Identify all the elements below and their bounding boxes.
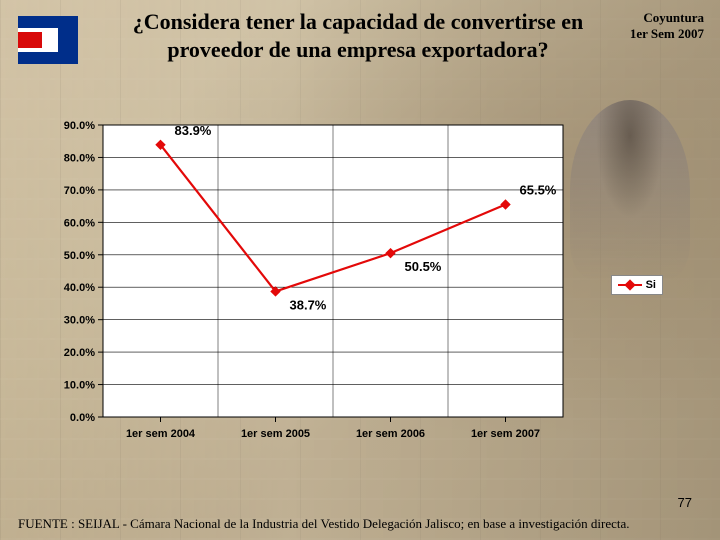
page-subtitle: Coyuntura 1er Sem 2007 bbox=[604, 10, 704, 41]
svg-text:1er sem 2005: 1er sem 2005 bbox=[241, 428, 310, 440]
page-title: ¿Considera tener la capacidad de convert… bbox=[98, 8, 618, 63]
svg-text:40.0%: 40.0% bbox=[64, 282, 95, 294]
svg-text:80.0%: 80.0% bbox=[64, 152, 95, 164]
svg-text:10.0%: 10.0% bbox=[64, 380, 95, 392]
chart-legend: Si bbox=[611, 275, 663, 295]
svg-text:83.9%: 83.9% bbox=[175, 123, 212, 138]
svg-text:90.0%: 90.0% bbox=[64, 120, 95, 132]
source-text: FUENTE : SEIJAL - Cámara Nacional de la … bbox=[18, 516, 702, 532]
page-number: 77 bbox=[678, 495, 692, 510]
chart-svg: 0.0% 10.0% 20.0% 30.0% 40.0% 50.0% 60.0% 70.0% 8… bbox=[45, 115, 665, 455]
svg-text:70.0%: 70.0% bbox=[64, 185, 95, 197]
svg-text:65.5%: 65.5% bbox=[520, 182, 557, 197]
subtitle-line2: 1er Sem 2007 bbox=[630, 26, 704, 41]
svg-text:1er sem 2004: 1er sem 2004 bbox=[126, 428, 196, 440]
logo-block bbox=[18, 16, 78, 64]
logo-red bbox=[18, 32, 42, 48]
svg-text:50.5%: 50.5% bbox=[405, 259, 442, 274]
legend-label: Si bbox=[646, 279, 656, 291]
svg-text:1er sem 2006: 1er sem 2006 bbox=[356, 428, 425, 440]
svg-text:0.0%: 0.0% bbox=[70, 412, 95, 424]
svg-text:20.0%: 20.0% bbox=[64, 347, 95, 359]
slide: ¿Considera tener la capacidad de convert… bbox=[0, 0, 720, 540]
svg-text:50.0%: 50.0% bbox=[64, 250, 95, 262]
legend-marker-icon bbox=[618, 284, 642, 286]
svg-text:60.0%: 60.0% bbox=[64, 217, 95, 229]
subtitle-line1: Coyuntura bbox=[643, 10, 704, 25]
line-chart: 0.0% 10.0% 20.0% 30.0% 40.0% 50.0% 60.0% 70.0% 8… bbox=[45, 115, 665, 455]
svg-text:38.7%: 38.7% bbox=[290, 297, 327, 312]
svg-text:30.0%: 30.0% bbox=[64, 315, 95, 327]
svg-text:1er sem 2007: 1er sem 2007 bbox=[471, 428, 540, 440]
